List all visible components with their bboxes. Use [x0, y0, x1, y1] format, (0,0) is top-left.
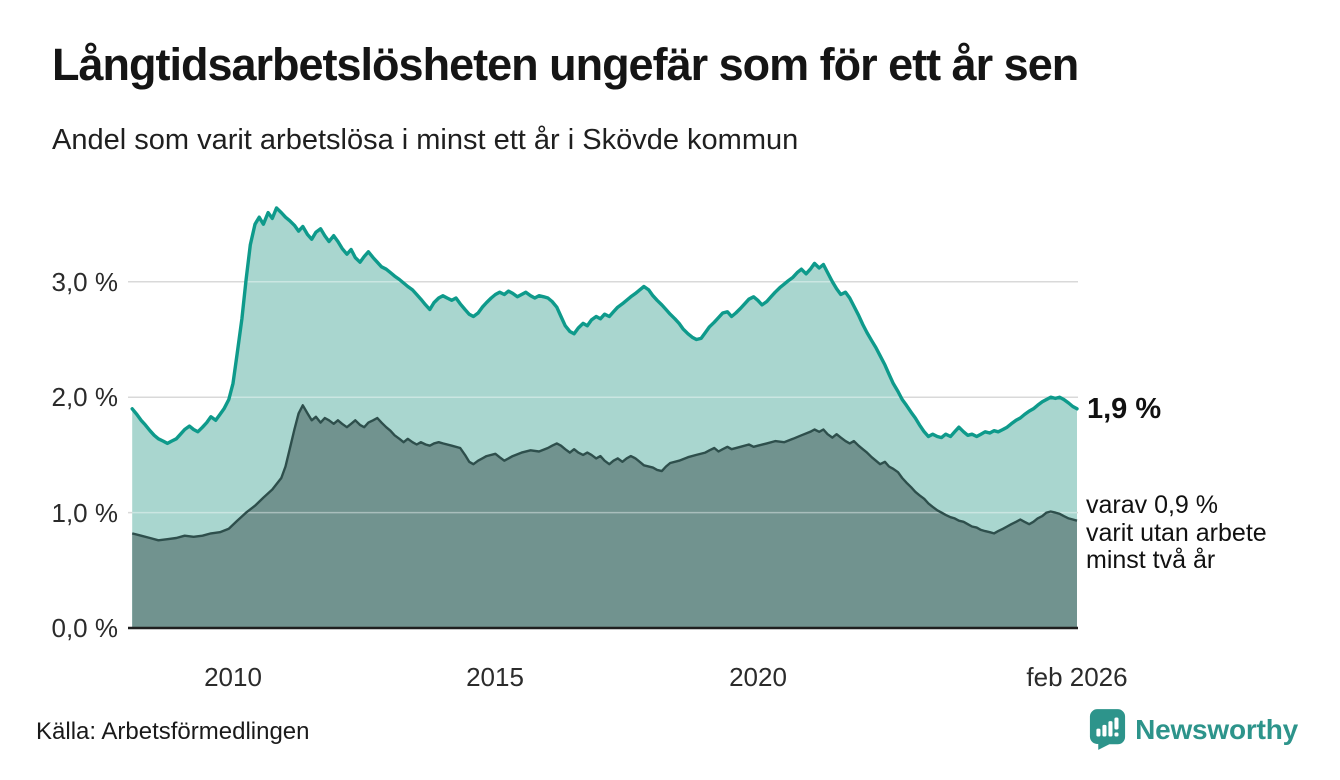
page-title: Långtidsarbetslösheten ungefär som för e… — [52, 39, 1079, 90]
secondary-series-annotation: varav 0,9 % varit utan arbete minst två … — [1086, 491, 1267, 575]
source-note: Källa: Arbetsförmedlingen — [36, 718, 310, 745]
annotation-line-3: minst två år — [1086, 546, 1216, 574]
latest-value-label: 1,9 % — [1087, 393, 1162, 425]
newsworthy-icon — [1089, 709, 1126, 750]
newsworthy-wordmark: Newsworthy — [1135, 713, 1298, 745]
annotation-line-1: varav 0,9 % — [1086, 491, 1219, 519]
annotation-line-2: varit utan arbete — [1086, 518, 1267, 547]
chart-subtitle: Andel som varit arbetslösa i minst ett å… — [52, 124, 799, 156]
newsworthy-logo: Newsworthy — [1089, 708, 1298, 751]
